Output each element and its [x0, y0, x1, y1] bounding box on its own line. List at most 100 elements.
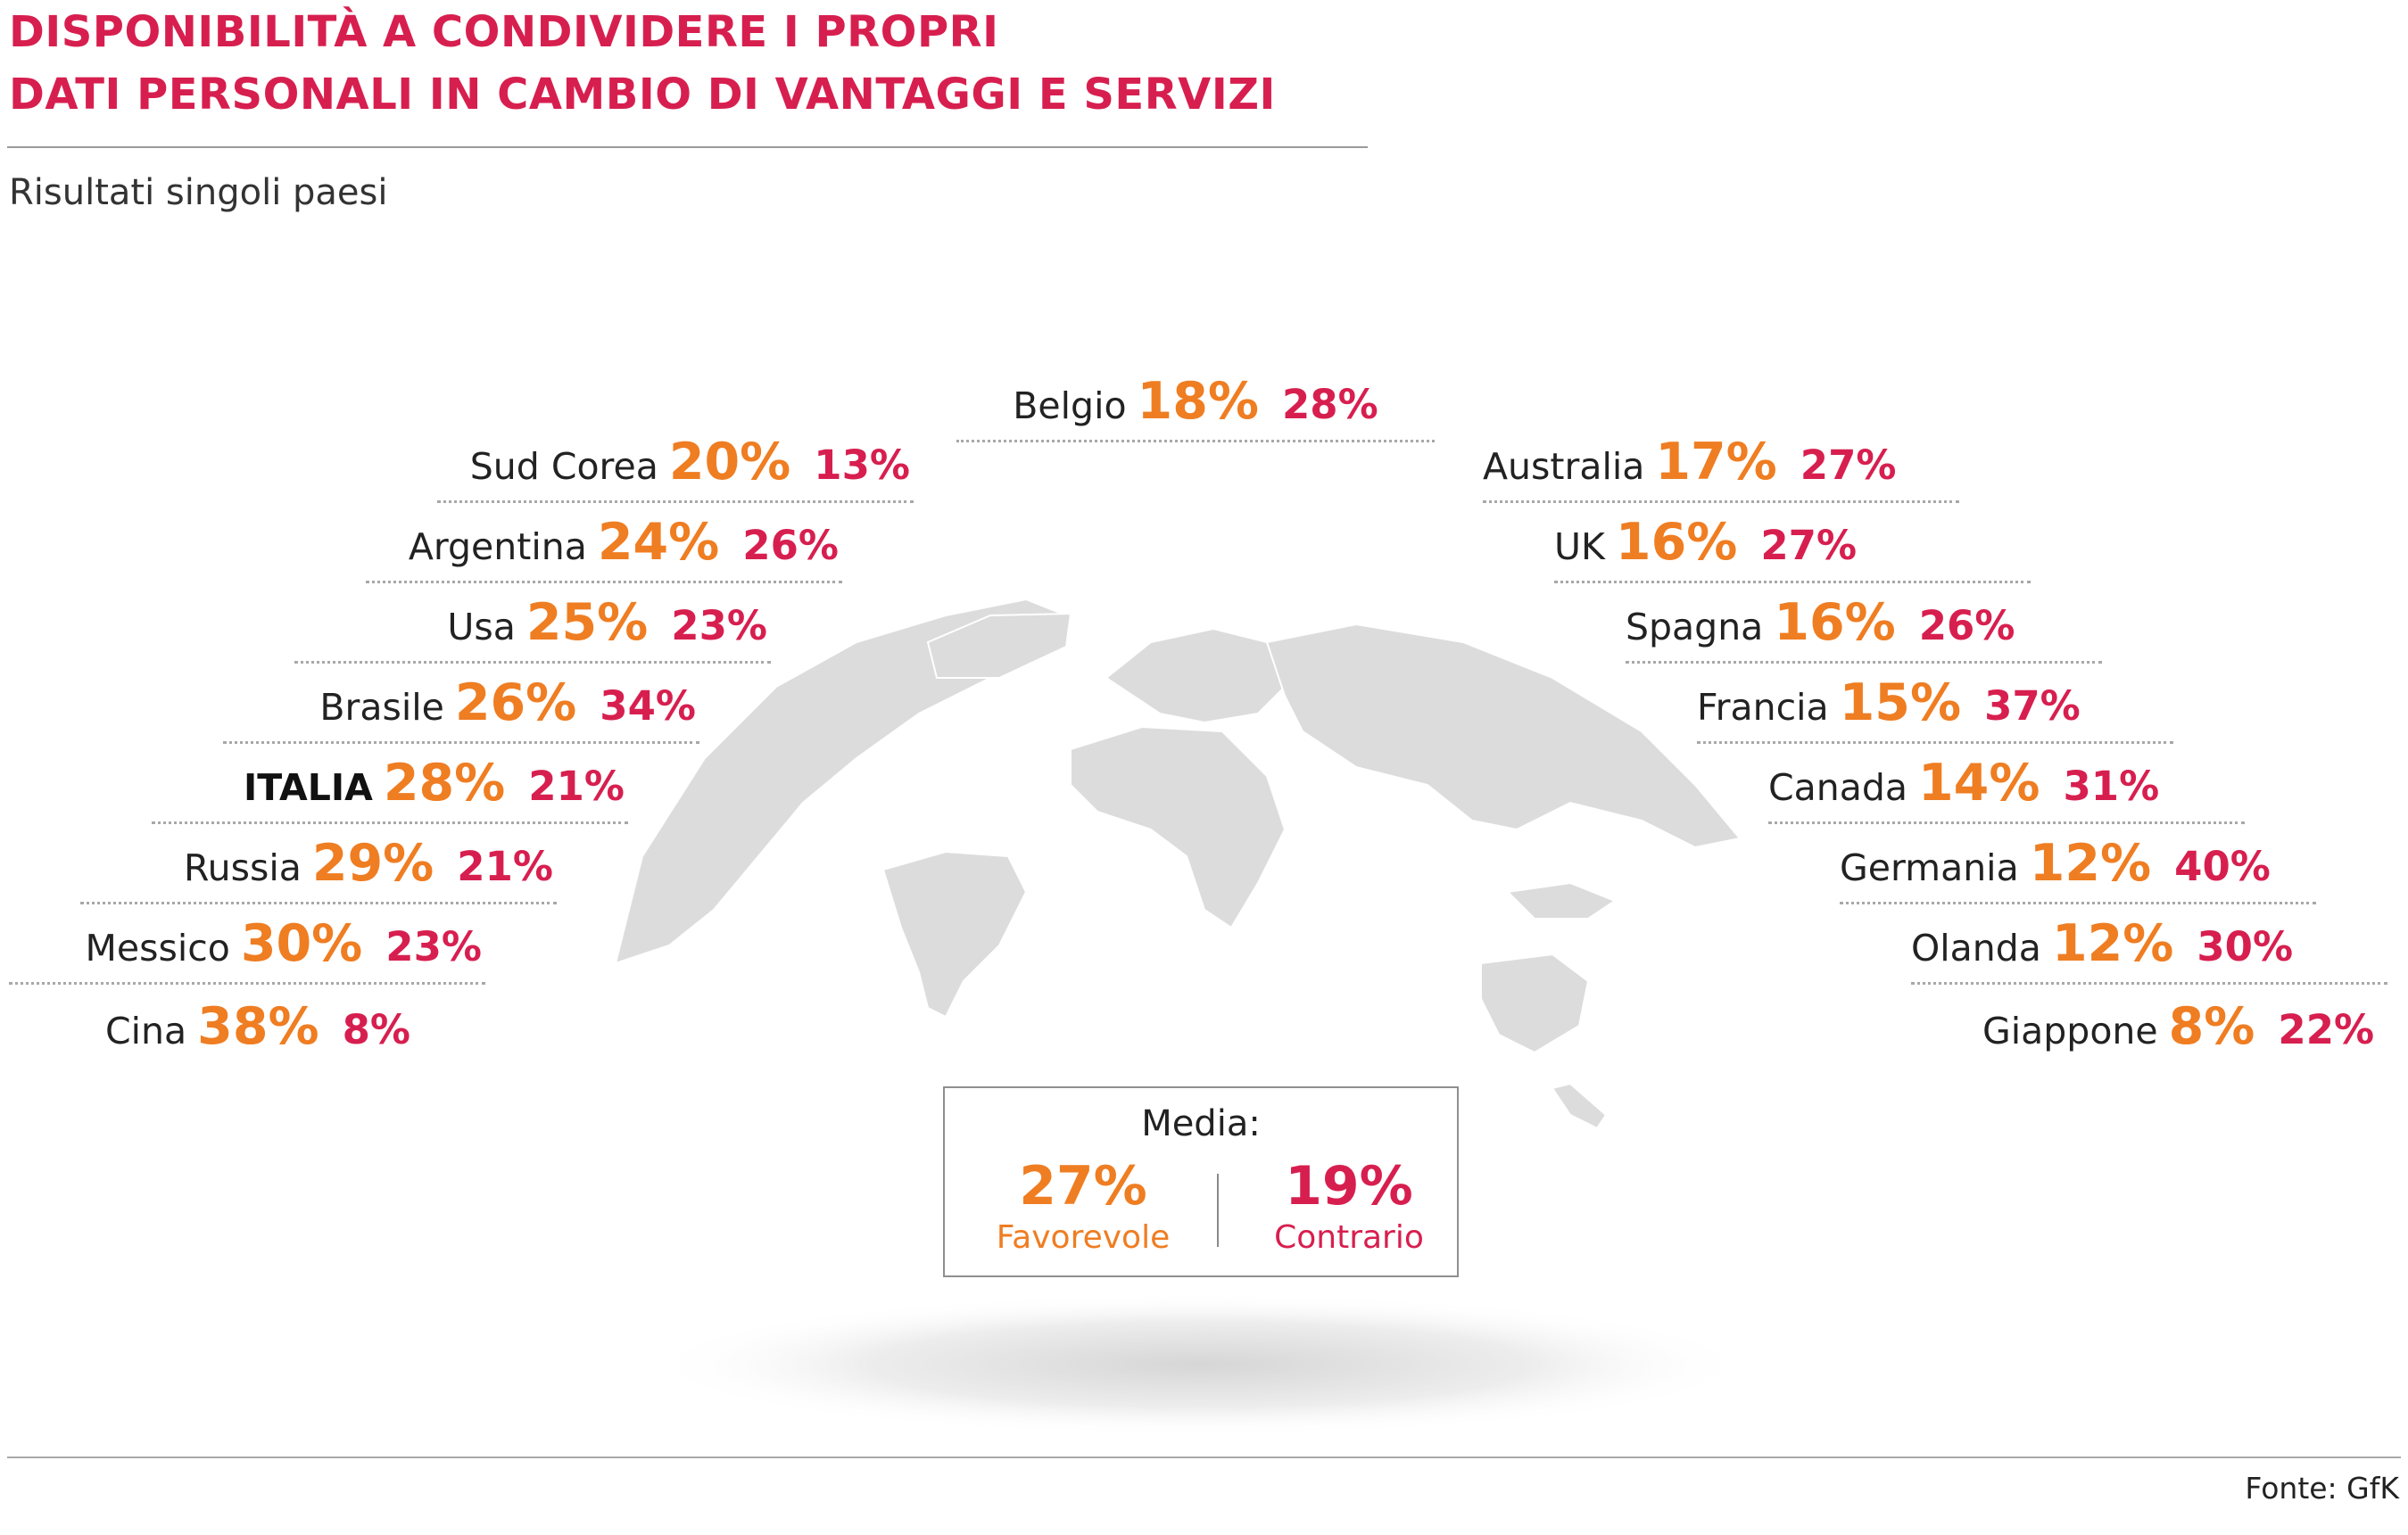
favorevole-value: 26% [454, 673, 577, 732]
contrario-value: 22% [2278, 1006, 2375, 1053]
country-row-content: UK 16% 27% [1554, 517, 1857, 568]
country-name: Messico [85, 927, 230, 970]
media-title: Media: [1141, 1103, 1261, 1144]
country-row: Germania 12% 40% [1840, 828, 2316, 904]
favorevole-value: 15% [1839, 673, 1962, 732]
country-row-content: Belgio 18% 28% [956, 376, 1435, 427]
favorevole-value: 30% [240, 914, 363, 973]
country-row: Brasile 26% 34% [223, 667, 699, 744]
favorevole-value: 16% [1774, 593, 1896, 652]
contrario-value: 8% [342, 1006, 410, 1053]
country-name: ITALIA [243, 766, 373, 809]
contrario-value: 21% [528, 763, 625, 810]
country-row-content: Canada 14% 31% [1768, 758, 2159, 809]
africa-shape [1070, 725, 1287, 929]
country-name: Usa [447, 606, 516, 648]
asia-shape [1265, 623, 1742, 849]
favorevole-value: 12% [2029, 834, 2152, 893]
country-row-content: Germania 12% 40% [1840, 838, 2271, 889]
globe-shadow [647, 1293, 1753, 1436]
country-row-content: Giappone 8% 22% [1982, 1002, 2374, 1052]
contrario-value: 31% [2063, 763, 2160, 810]
country-name: Argentina [408, 525, 587, 568]
country-name: Olanda [1911, 927, 2041, 970]
media-divider [1217, 1174, 1219, 1247]
contrario-value: 30% [2197, 923, 2294, 970]
country-row: Russia 29% 21% [80, 828, 557, 904]
indonesia-shape [1505, 881, 1618, 920]
favorevole-value: 17% [1655, 433, 1777, 491]
contrario-value: 28% [1281, 381, 1378, 428]
europe-shape [1105, 627, 1287, 724]
favorevole-value: 38% [197, 997, 319, 1056]
favorevole-value: 20% [668, 433, 791, 491]
media-summary-box: Media: 27% Favorevole 19% Contrario [943, 1086, 1459, 1277]
media-favorevole: 27% Favorevole [963, 1160, 1204, 1254]
south-america-shape [881, 850, 1028, 1019]
country-row: Belgio 18% 28% [956, 366, 1435, 442]
title-line-2: DATI PERSONALI IN CAMBIO DI VANTAGGI E S… [9, 70, 1276, 120]
country-row-content: Francia 15% 37% [1697, 678, 2081, 729]
country-name: Giappone [1982, 1010, 2158, 1052]
australia-shape [1480, 953, 1590, 1054]
contrario-value: 26% [742, 522, 839, 569]
favorevole-value: 14% [1918, 754, 2040, 813]
contrario-value: 27% [1800, 442, 1897, 489]
contrario-value: 23% [671, 602, 767, 649]
country-name: Germania [1840, 846, 2019, 889]
country-name: Australia [1483, 445, 1645, 488]
country-row-content: Cina 38% 8% [105, 1002, 410, 1052]
country-name: Francia [1697, 686, 1829, 729]
contrario-value: 13% [814, 442, 910, 489]
country-name: Belgio [1013, 384, 1127, 427]
country-row: Francia 15% 37% [1697, 667, 2173, 744]
greenland-shape [926, 612, 1072, 679]
country-row-content: Brasile 26% 34% [319, 678, 696, 729]
media-contrario-value: 19% [1285, 1155, 1413, 1217]
country-name: Cina [105, 1010, 187, 1052]
country-row: Giappone 8% 22% [1982, 988, 2408, 1065]
country-row-content: Argentina 24% 26% [409, 517, 839, 568]
favorevole-value: 24% [597, 513, 720, 572]
favorevole-value: 29% [311, 834, 434, 893]
title-line-1: DISPONIBILITÀ A CONDIVIDERE I PROPRI [9, 7, 999, 57]
country-row: Argentina 24% 26% [366, 507, 842, 583]
country-row-content: ITALIA 28% 21% [244, 758, 625, 809]
country-row: ITALIA 28% 21% [152, 747, 628, 824]
country-name: Canada [1768, 766, 1908, 809]
country-row: Sud Corea 20% 13% [437, 426, 914, 503]
favorevole-value: 25% [525, 593, 649, 652]
contrario-value: 37% [1984, 682, 2081, 730]
contrario-value: 21% [457, 843, 553, 890]
favorevole-value: 8% [2168, 997, 2255, 1056]
country-name: Spagna [1626, 606, 1764, 648]
new-zealand-shape [1551, 1082, 1608, 1130]
country-row-content: Spagna 16% 26% [1626, 598, 2015, 648]
country-name: Russia [183, 846, 302, 889]
country-row: Canada 14% 31% [1768, 747, 2245, 824]
country-row: Olanda 12% 30% [1911, 908, 2387, 985]
country-row-content: Usa 25% 23% [447, 598, 767, 648]
country-row: Australia 17% 27% [1483, 426, 1959, 503]
contrario-value: 26% [1918, 602, 2015, 649]
country-name: Sud Corea [469, 445, 658, 488]
country-row-content: Sud Corea 20% 13% [470, 437, 910, 488]
favorevole-value: 12% [2051, 914, 2174, 973]
country-row: Cina 38% 8% [0, 988, 414, 1065]
footer-divider [7, 1457, 2401, 1458]
contrario-value: 23% [385, 923, 482, 970]
subtitle: Risultati singoli paesi [9, 172, 388, 213]
media-favorevole-label: Favorevole [996, 1219, 1171, 1256]
country-row-content: Messico 30% 23% [86, 919, 483, 970]
source-note: Fonte: GfK [2245, 1471, 2399, 1506]
country-row-content: Russia 29% 21% [184, 838, 553, 889]
continents [614, 598, 1742, 1130]
contrario-value: 40% [2174, 843, 2271, 890]
media-contrario-label: Contrario [1274, 1219, 1424, 1256]
country-row: UK 16% 27% [1554, 507, 2031, 583]
favorevole-value: 18% [1137, 372, 1259, 431]
country-row-content: Australia 17% 27% [1483, 437, 1897, 488]
country-row-content: Olanda 12% 30% [1911, 919, 2293, 970]
